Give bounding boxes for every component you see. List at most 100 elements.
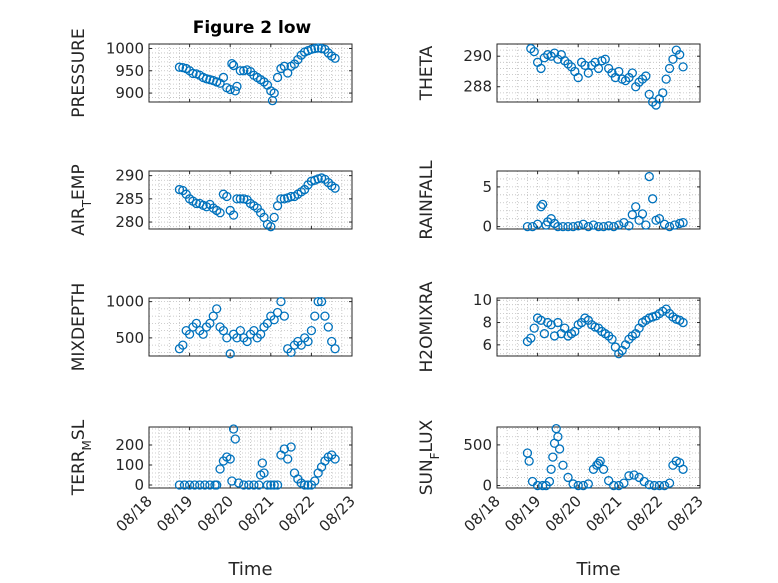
data-point bbox=[637, 209, 648, 219]
data-point bbox=[330, 454, 340, 464]
y-tick-label: 5 bbox=[482, 178, 492, 196]
data-point bbox=[619, 217, 629, 228]
x-axis-label: Time bbox=[227, 559, 272, 580]
data-point bbox=[563, 472, 573, 483]
x-tick-label: 08/23 bbox=[316, 492, 359, 535]
data-point bbox=[659, 219, 670, 229]
data-point bbox=[230, 86, 240, 96]
y-tick-label: 10 bbox=[473, 291, 492, 309]
data-point bbox=[259, 468, 269, 478]
data-point bbox=[583, 479, 593, 489]
y-axis-label: RAINFALL bbox=[417, 160, 437, 240]
y-tick-label: 0 bbox=[482, 218, 492, 236]
data-point bbox=[205, 480, 215, 490]
data-point bbox=[526, 333, 536, 343]
y-tick-label: 288 bbox=[463, 78, 492, 96]
data-point bbox=[578, 219, 588, 229]
data-point bbox=[614, 220, 624, 230]
x-tick-label: 08/22 bbox=[275, 492, 318, 535]
data-point bbox=[228, 210, 239, 220]
y-tick-label: 100 bbox=[115, 456, 144, 474]
data-point bbox=[330, 53, 340, 63]
subplot-air-temp: 280 285 290 AIRTEMP bbox=[69, 164, 353, 236]
data-point bbox=[536, 202, 546, 212]
data-point bbox=[174, 62, 185, 72]
data-point bbox=[644, 171, 654, 182]
y-tick-label: 900 bbox=[115, 84, 144, 102]
x-tick-label: 08/20 bbox=[542, 492, 585, 535]
data-point bbox=[227, 58, 237, 69]
data-point bbox=[522, 221, 533, 232]
data-point bbox=[174, 480, 185, 490]
data-point bbox=[631, 202, 641, 212]
data-point bbox=[191, 198, 202, 209]
data-point bbox=[553, 432, 563, 442]
data-point bbox=[266, 222, 276, 232]
axes-frame bbox=[496, 426, 701, 489]
subplot-mixdepth: 500 1000 MIXDEPTH bbox=[69, 283, 353, 371]
data-point bbox=[627, 210, 637, 220]
data-point bbox=[598, 221, 609, 232]
data-point bbox=[614, 66, 624, 77]
data-point bbox=[627, 68, 637, 78]
y-axis-label: AIRTEMP bbox=[69, 164, 94, 235]
grid bbox=[148, 427, 353, 488]
x-tick-label: 08/18 bbox=[113, 492, 156, 535]
data-point bbox=[529, 46, 539, 57]
data-point bbox=[583, 68, 593, 78]
axes-frame bbox=[496, 170, 701, 230]
data-point bbox=[330, 344, 340, 354]
axes-frame bbox=[148, 170, 353, 230]
series-markers bbox=[174, 424, 340, 490]
data-point bbox=[647, 194, 658, 204]
data-point bbox=[641, 220, 651, 230]
data-point bbox=[678, 62, 688, 72]
data-point bbox=[654, 214, 665, 224]
data-point bbox=[524, 456, 534, 466]
y-axis-label: THETA bbox=[417, 45, 437, 101]
data-point bbox=[269, 315, 279, 325]
data-point bbox=[286, 442, 296, 452]
y-tick-label: 1000 bbox=[106, 293, 144, 311]
data-point bbox=[212, 304, 222, 314]
data-point bbox=[200, 480, 210, 490]
data-point bbox=[190, 480, 200, 490]
data-point bbox=[232, 194, 242, 204]
data-point bbox=[327, 336, 337, 347]
data-point bbox=[272, 72, 283, 83]
subplot-rainfall: 0 5 RAINFALL bbox=[417, 160, 701, 240]
data-point bbox=[583, 221, 593, 232]
data-point bbox=[276, 296, 286, 307]
data-point bbox=[255, 329, 266, 339]
data-point bbox=[195, 480, 205, 490]
data-point bbox=[230, 434, 240, 444]
data-point bbox=[649, 480, 659, 491]
subplot-pressure: 900 950 1000 PRESSURE bbox=[69, 28, 353, 118]
y-tick-label: 6 bbox=[482, 336, 492, 354]
data-point bbox=[664, 478, 675, 488]
x-tick-label: 08/19 bbox=[153, 492, 196, 535]
data-point bbox=[678, 464, 688, 474]
data-point bbox=[269, 88, 279, 98]
data-point bbox=[283, 454, 293, 464]
data-point bbox=[558, 460, 568, 470]
data-point bbox=[619, 478, 629, 488]
data-point bbox=[604, 476, 614, 486]
data-point bbox=[548, 452, 558, 462]
axes-frame bbox=[148, 43, 353, 103]
data-point bbox=[184, 480, 195, 490]
data-point bbox=[595, 456, 605, 466]
y-tick-label: 280 bbox=[115, 213, 144, 231]
data-point bbox=[188, 68, 198, 79]
data-point bbox=[573, 480, 583, 491]
x-tick-label: 08/21 bbox=[582, 492, 625, 535]
data-point bbox=[668, 54, 678, 64]
data-point bbox=[678, 217, 688, 228]
data-point bbox=[205, 318, 215, 329]
data-point bbox=[208, 311, 218, 321]
data-point bbox=[593, 458, 604, 469]
data-point bbox=[588, 220, 599, 230]
data-point bbox=[179, 480, 190, 490]
